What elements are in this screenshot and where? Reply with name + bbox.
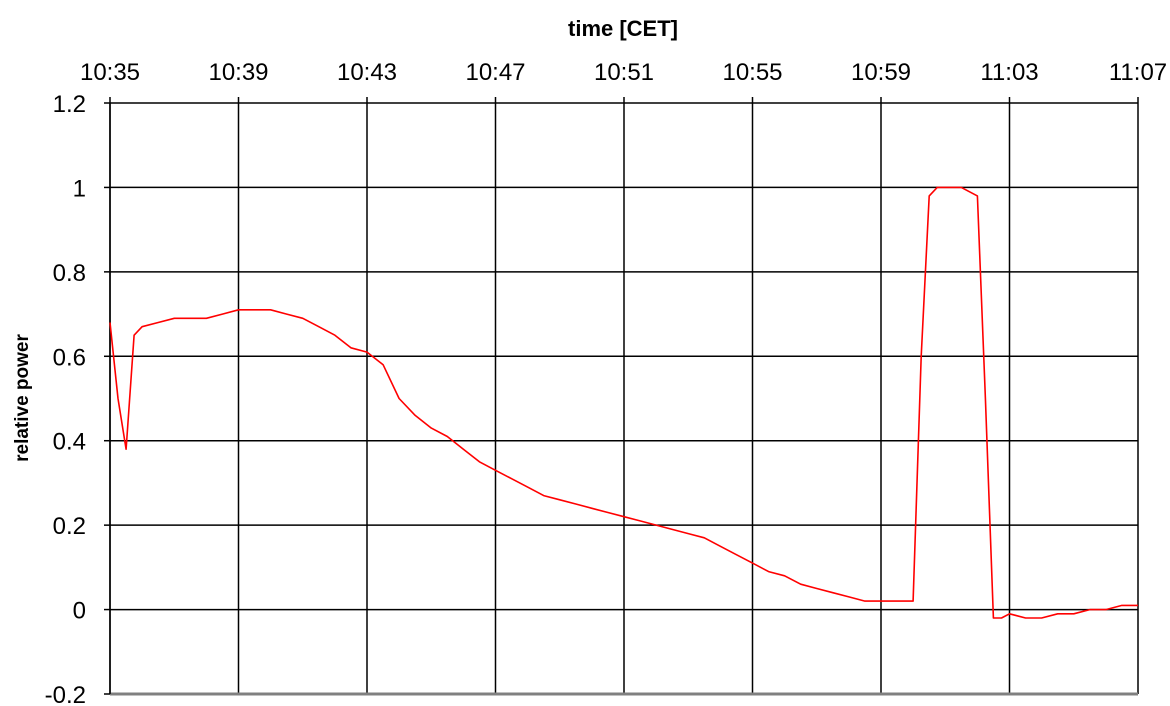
x-tick-label: 10:35 [80, 59, 140, 86]
y-tick-label: 0 [73, 598, 86, 625]
tick-labels: 10:35 10:39 10:43 10:47 10:51 10:55 10:59 11:03… [45, 59, 1168, 706]
x-tick-label: 10:59 [851, 59, 911, 86]
y-tick-label: 0.2 [53, 513, 86, 540]
y-tick-label: 0.6 [53, 344, 86, 371]
series-line-0 [109, 186, 1138, 619]
x-tick-label: 11:03 [980, 59, 1038, 86]
y-tick-label: 1 [73, 175, 86, 202]
x-tick-label: 11:07 [1109, 59, 1167, 86]
y-tick-label: 1.2 [53, 91, 86, 118]
axes [104, 97, 1139, 695]
x-tick-label: 10:43 [337, 59, 397, 86]
series-lines [109, 186, 1138, 619]
y-tick-label: 0.4 [53, 429, 86, 456]
y-tick-label: 0.8 [53, 260, 86, 287]
x-tick-label: 10:47 [465, 59, 525, 86]
x-axis-title: time [CET] [568, 16, 678, 41]
y-tick-label: -0.2 [45, 682, 86, 706]
x-tick-label: 10:51 [594, 59, 654, 86]
grid [109, 102, 1139, 696]
x-tick-label: 10:55 [722, 59, 782, 86]
x-tick-label: 10:39 [208, 59, 268, 86]
y-axis-title: relative power [12, 334, 33, 462]
